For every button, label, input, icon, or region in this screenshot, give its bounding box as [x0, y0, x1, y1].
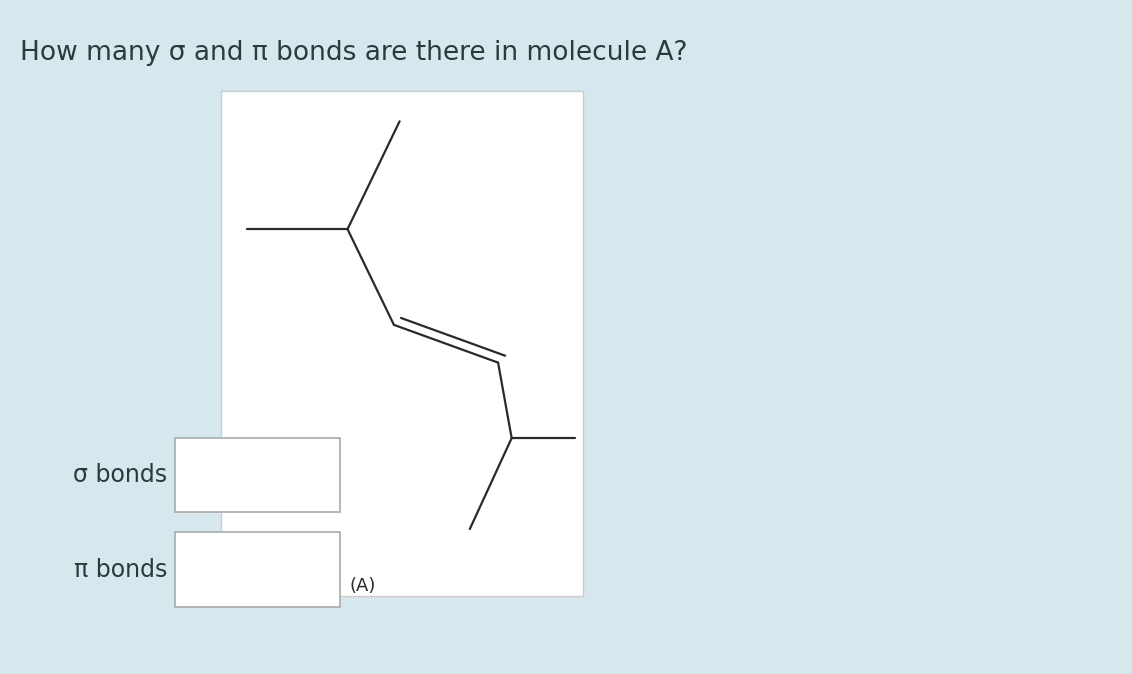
Text: (A): (A) [349, 578, 376, 595]
Bar [221, 91, 583, 596]
Bar [175, 438, 340, 512]
Text: σ bonds: σ bonds [74, 463, 168, 487]
Text: π bonds: π bonds [75, 557, 168, 582]
Bar [175, 532, 340, 607]
Text: How many σ and π bonds are there in molecule A?: How many σ and π bonds are there in mole… [20, 40, 688, 67]
